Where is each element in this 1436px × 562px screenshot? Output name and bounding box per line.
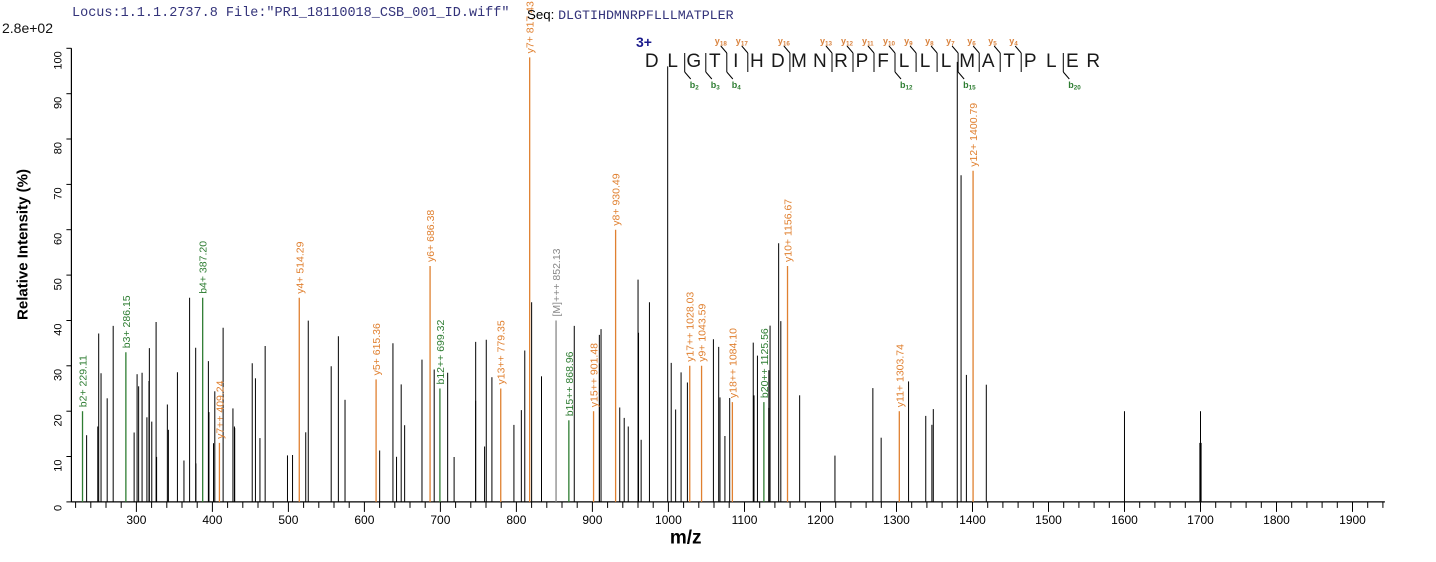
svg-text:y9+ 1043.59: y9+ 1043.59 bbox=[697, 304, 709, 362]
svg-text:1200: 1200 bbox=[807, 513, 834, 527]
svg-text:40: 40 bbox=[52, 324, 64, 336]
svg-text:600: 600 bbox=[354, 513, 374, 527]
svg-text:y18++ 1084.10: y18++ 1084.10 bbox=[727, 328, 739, 398]
svg-text:0: 0 bbox=[52, 505, 64, 511]
svg-text:y5+ 615.36: y5+ 615.36 bbox=[371, 323, 383, 375]
svg-text:50: 50 bbox=[52, 278, 64, 290]
svg-text:y7++ 409.24: y7++ 409.24 bbox=[214, 380, 226, 439]
svg-text:y6+ 686.38: y6+ 686.38 bbox=[425, 210, 437, 262]
svg-text:b12++ 699.32: b12++ 699.32 bbox=[435, 320, 447, 385]
svg-text:1900: 1900 bbox=[1339, 513, 1366, 527]
svg-text:700: 700 bbox=[430, 513, 450, 527]
svg-text:1800: 1800 bbox=[1263, 513, 1290, 527]
svg-text:L: L bbox=[920, 51, 931, 72]
svg-text:b20++ 1125.56: b20++ 1125.56 bbox=[759, 328, 771, 398]
svg-text:1400: 1400 bbox=[959, 513, 986, 527]
svg-text:b15++ 868.96: b15++ 868.96 bbox=[564, 351, 576, 416]
svg-text:70: 70 bbox=[52, 187, 64, 199]
svg-text:M: M bbox=[791, 51, 807, 72]
svg-text:1000: 1000 bbox=[655, 513, 682, 527]
svg-text:y15++ 901.48: y15++ 901.48 bbox=[589, 343, 601, 407]
svg-text:30: 30 bbox=[52, 369, 64, 381]
svg-text:90: 90 bbox=[52, 97, 64, 109]
svg-text:b4+ 387.20: b4+ 387.20 bbox=[198, 241, 210, 294]
svg-text:1300: 1300 bbox=[883, 513, 910, 527]
svg-text:20: 20 bbox=[52, 414, 64, 426]
svg-text:800: 800 bbox=[506, 513, 526, 527]
svg-text:D: D bbox=[771, 51, 785, 72]
svg-text:60: 60 bbox=[52, 233, 64, 245]
svg-text:y8+ 930.49: y8+ 930.49 bbox=[611, 173, 623, 225]
svg-text:y12+ 1400.79: y12+ 1400.79 bbox=[968, 103, 980, 167]
svg-text:I: I bbox=[733, 51, 738, 72]
svg-text:y10+ 1156.67: y10+ 1156.67 bbox=[783, 199, 795, 262]
svg-text:D: D bbox=[645, 51, 659, 72]
svg-text:900: 900 bbox=[582, 513, 602, 527]
svg-text:P: P bbox=[1024, 51, 1037, 72]
svg-text:R: R bbox=[834, 51, 848, 72]
svg-text:L: L bbox=[941, 51, 952, 72]
svg-text:N: N bbox=[813, 51, 827, 72]
svg-text:G: G bbox=[686, 51, 701, 72]
svg-text:y4+ 514.29: y4+ 514.29 bbox=[294, 241, 306, 293]
svg-text:E: E bbox=[1066, 51, 1079, 72]
svg-text:T: T bbox=[1003, 51, 1015, 72]
svg-text:400: 400 bbox=[202, 513, 222, 527]
svg-text:L: L bbox=[667, 51, 678, 72]
svg-text:y13++ 779.35: y13++ 779.35 bbox=[496, 320, 508, 384]
svg-text:b3+ 286.15: b3+ 286.15 bbox=[121, 295, 133, 348]
svg-text:A: A bbox=[982, 51, 995, 72]
svg-text:M: M bbox=[959, 51, 975, 72]
svg-text:3+: 3+ bbox=[636, 34, 652, 50]
svg-text:T: T bbox=[709, 51, 721, 72]
svg-text:1700: 1700 bbox=[1187, 513, 1214, 527]
svg-text:F: F bbox=[877, 51, 889, 72]
svg-text:R: R bbox=[1086, 51, 1100, 72]
svg-text:[M]+++ 852.13: [M]+++ 852.13 bbox=[551, 248, 563, 316]
svg-text:500: 500 bbox=[278, 513, 298, 527]
svg-text:1500: 1500 bbox=[1035, 513, 1062, 527]
svg-text:L: L bbox=[899, 51, 910, 72]
svg-text:L: L bbox=[1046, 51, 1057, 72]
svg-text:b2+ 229.11: b2+ 229.11 bbox=[78, 355, 90, 407]
svg-text:H: H bbox=[750, 51, 764, 72]
svg-text:P: P bbox=[856, 51, 869, 72]
svg-text:m/z: m/z bbox=[670, 528, 702, 549]
svg-text:300: 300 bbox=[126, 513, 146, 527]
svg-text:y17++ 1028.03: y17++ 1028.03 bbox=[685, 292, 697, 362]
svg-text:1600: 1600 bbox=[1111, 513, 1138, 527]
svg-text:10: 10 bbox=[52, 460, 64, 472]
svg-text:1100: 1100 bbox=[732, 513, 758, 527]
svg-text:80: 80 bbox=[52, 142, 64, 154]
svg-text:100: 100 bbox=[52, 51, 64, 69]
svg-text:y11+ 1303.74: y11+ 1303.74 bbox=[894, 344, 906, 407]
